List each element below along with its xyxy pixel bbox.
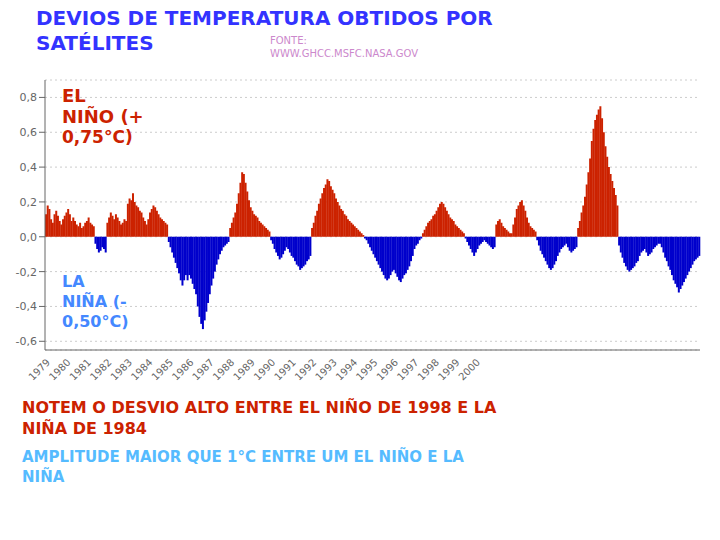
svg-text:1987: 1987: [190, 357, 216, 383]
html-text:FONTE:: FONTE:: [270, 35, 307, 46]
html-text:0,50°C): 0,50°C): [62, 312, 129, 331]
svg-text:-0,2: -0,2: [16, 266, 37, 279]
svg-text:1986: 1986: [170, 357, 196, 383]
svg-text:1984: 1984: [129, 357, 155, 383]
svg-text:1991: 1991: [272, 357, 298, 383]
svg-text:0,2: 0,2: [20, 196, 38, 209]
html-text:NIÑO (+: NIÑO (+: [62, 106, 144, 127]
html-text:AMPLITUDE MAIOR QUE 1°C ENTRE: AMPLITUDE MAIOR QUE 1°C ENTRE UM EL NIÑO…: [22, 448, 464, 486]
html-text:NOTEM O DESVIO ALTO ENTRE EL N: NOTEM O DESVIO ALTO ENTRE EL NIÑO DE 199…: [22, 398, 497, 438]
svg-text:1982: 1982: [88, 357, 114, 383]
html-text:0,75°C): 0,75°C): [62, 127, 133, 147]
html-text:NIÑA (-: NIÑA (-: [62, 292, 127, 311]
svg-text:1999: 1999: [436, 357, 462, 383]
svg-text:1985: 1985: [149, 357, 175, 383]
svg-text:1983: 1983: [108, 357, 134, 383]
svg-text:1980: 1980: [47, 357, 73, 383]
svg-text:1990: 1990: [252, 357, 278, 383]
svg-text:1989: 1989: [231, 357, 257, 383]
svg-text:1996: 1996: [374, 357, 400, 383]
svg-text:2000: 2000: [456, 357, 482, 383]
html-text:WWW.GHCC.MSFC.NASA.GOV: WWW.GHCC.MSFC.NASA.GOV: [270, 48, 418, 59]
svg-text:1988: 1988: [211, 357, 237, 383]
html-text:LA: LA: [62, 272, 85, 291]
svg-text:1995: 1995: [354, 357, 380, 383]
html-text:EL: EL: [62, 85, 86, 106]
svg-text:1997: 1997: [395, 357, 421, 383]
html-text:DEVIOS DE TEMPERATURA OBTIDOS: DEVIOS DE TEMPERATURA OBTIDOS POR SATÉLI…: [36, 6, 493, 55]
svg-text:0,8: 0,8: [20, 91, 38, 104]
svg-text:1993: 1993: [313, 357, 339, 383]
svg-text:1992: 1992: [293, 357, 319, 383]
svg-text:1998: 1998: [415, 357, 441, 383]
svg-text:-0,4: -0,4: [16, 300, 37, 313]
svg-text:1981: 1981: [67, 357, 93, 383]
svg-text:0,4: 0,4: [20, 161, 38, 174]
svg-text:0,6: 0,6: [20, 126, 38, 139]
svg-text:1979: 1979: [27, 357, 53, 383]
svg-text:1994: 1994: [334, 357, 360, 383]
svg-text:-0,6: -0,6: [16, 335, 37, 348]
svg-text:0,0: 0,0: [20, 231, 38, 244]
